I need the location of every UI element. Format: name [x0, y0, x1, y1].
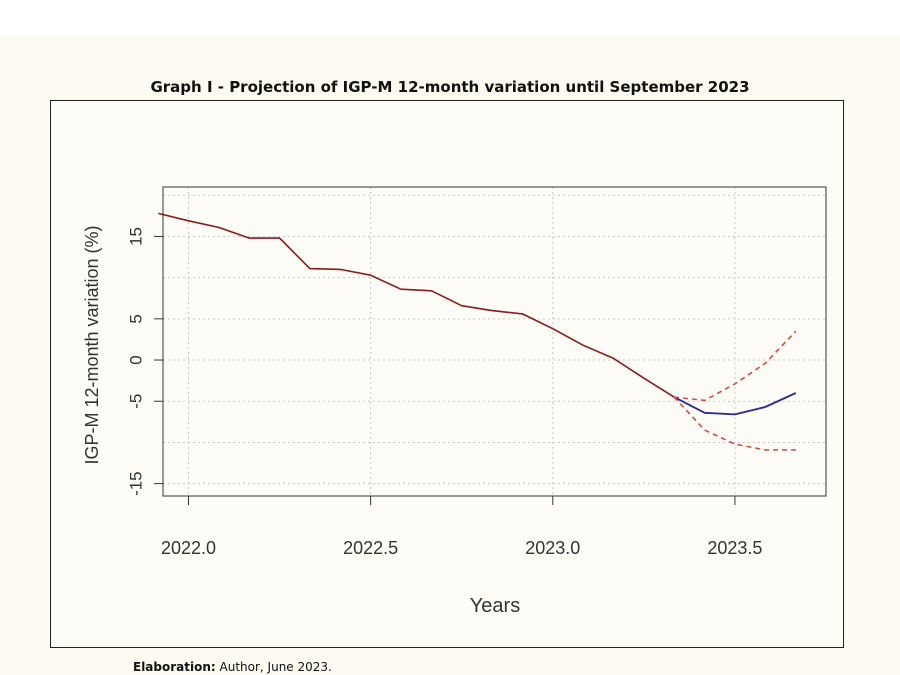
x-tick-label: 2023.0: [525, 538, 580, 558]
footer-note: Elaboration: Author, June 2023.: [133, 660, 332, 674]
footer-label: Elaboration:: [133, 660, 216, 674]
chart-title: Graph I - Projection of IGP-M 12-month v…: [150, 78, 750, 96]
y-tick-label: -15: [127, 471, 146, 496]
y-tick-label: -5: [127, 394, 146, 409]
x-axis-title: Years: [470, 595, 520, 617]
y-tick-label: 15: [127, 227, 146, 246]
y-tick-label: 0: [127, 355, 146, 364]
y-axis-title: IGP-M 12-month variation (%): [82, 225, 102, 464]
interval-series-line: [673, 396, 796, 451]
observed-series-line: [158, 212, 675, 398]
forecast-series-line: [673, 392, 797, 416]
x-tick-label: 2022.0: [161, 538, 216, 558]
plot-area: [163, 187, 826, 496]
footer-text: Author, June 2023.: [215, 660, 332, 674]
x-tick-label: 2023.5: [707, 538, 762, 558]
plot-box: [162, 186, 827, 497]
x-tick-label: 2022.5: [343, 538, 398, 558]
y-tick-label: 5: [127, 314, 146, 323]
interval-series-line: [674, 330, 797, 402]
